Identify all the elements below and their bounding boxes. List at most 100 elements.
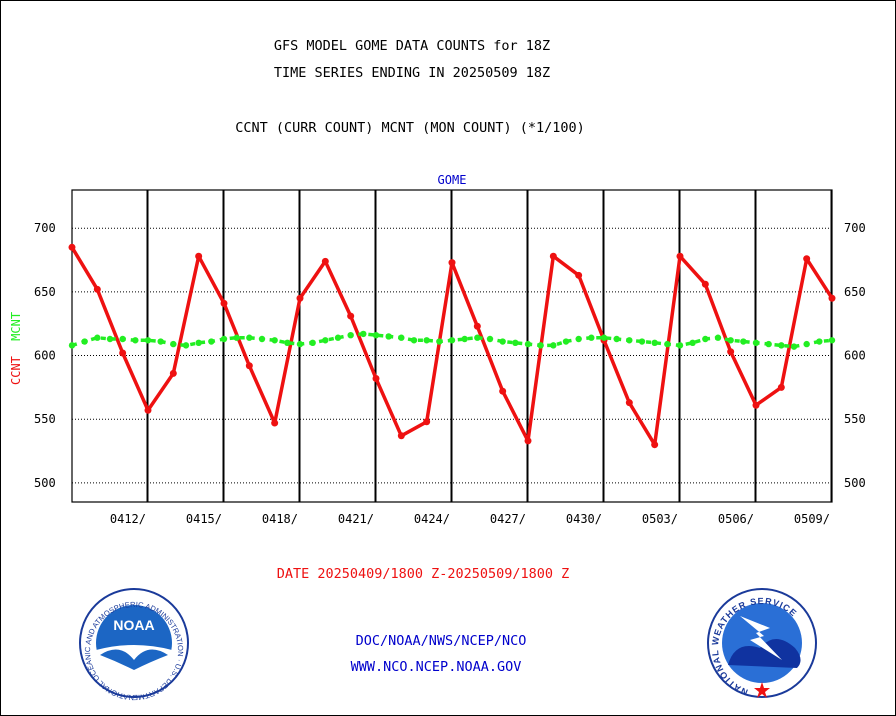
data-point-mcnt: [727, 337, 734, 344]
y-tick-label-left: 700: [34, 221, 56, 235]
data-point-ccnt: [549, 252, 557, 260]
data-point-mcnt: [828, 337, 836, 344]
data-point-mcnt: [132, 337, 139, 344]
data-point-ccnt: [93, 285, 101, 293]
plot-area: 500 500 550 550 600 600 650 650 700 700 0412/0415/…: [34, 189, 866, 526]
data-point-ccnt: [423, 418, 431, 426]
data-point-mcnt: [68, 342, 76, 349]
org-path-label: DOC/NOAA/NWS/NCEP/NCO: [356, 633, 527, 649]
data-point-mcnt: [208, 338, 215, 345]
data-point-mcnt: [714, 334, 722, 341]
data-point-ccnt: [701, 280, 709, 288]
data-point-mcnt: [626, 337, 633, 344]
data-point-mcnt: [334, 334, 342, 341]
x-tick-label: 0427/: [490, 512, 526, 526]
x-tick-label: 0412/: [110, 512, 146, 526]
data-point-ccnt: [296, 294, 304, 302]
data-point-mcnt: [398, 334, 405, 341]
data-point-ccnt: [271, 419, 279, 427]
data-point-mcnt: [448, 337, 456, 344]
data-point-mcnt: [638, 338, 646, 345]
data-point-mcnt: [220, 335, 228, 343]
data-point-mcnt: [600, 334, 608, 341]
chart-title-line1: GFS MODEL GOME DATA COUNTS for 18Z: [274, 38, 550, 54]
y-tick-label-left: 550: [34, 412, 56, 426]
data-point-ccnt: [144, 406, 152, 414]
data-point-mcnt: [436, 338, 443, 345]
data-point-mcnt: [119, 335, 126, 343]
data-point-mcnt: [537, 342, 544, 349]
data-point-mcnt: [613, 335, 620, 343]
data-point-mcnt: [410, 337, 418, 344]
data-point-mcnt: [195, 339, 202, 347]
data-point-ccnt: [575, 271, 583, 279]
data-point-ccnt: [68, 243, 76, 251]
data-point-ccnt: [752, 401, 760, 409]
data-point-ccnt: [119, 349, 127, 357]
data-point-mcnt: [385, 333, 392, 340]
data-point-mcnt: [360, 330, 367, 338]
data-point-mcnt: [689, 339, 696, 347]
data-point-mcnt: [499, 338, 506, 345]
data-point-mcnt: [372, 331, 380, 339]
data-point-mcnt: [562, 338, 570, 345]
data-point-mcnt: [347, 331, 354, 339]
x-tick-label: 0418/: [262, 512, 298, 526]
data-point-mcnt: [676, 342, 684, 349]
data-point-mcnt: [284, 339, 291, 347]
data-point-mcnt: [486, 335, 494, 343]
data-point-mcnt: [182, 342, 190, 349]
y-tick-label-left: 600: [34, 349, 56, 363]
chart-title-line2: TIME SERIES ENDING IN 20250509 18Z: [274, 65, 550, 81]
x-tick-label: 0415/: [186, 512, 222, 526]
nws-logo: NATIONAL WEATHER SERVICE: [707, 588, 817, 698]
y-tick-label-right: 550: [844, 412, 866, 426]
noaa-logo: NOAA NATIONAL OCEANIC AND ATMOSPHERIC AD…: [0, 0, 189, 702]
data-point-ccnt: [245, 362, 253, 370]
data-point-mcnt: [271, 337, 278, 344]
y-axis-label: CCNT MCNT: [9, 312, 23, 385]
panel-label: GOME: [438, 173, 467, 187]
data-point-mcnt: [144, 337, 152, 344]
y-tick-label-right: 650: [844, 285, 866, 299]
data-point-mcnt: [702, 335, 709, 343]
data-point-mcnt: [651, 339, 658, 347]
svg-text:NOAA: NOAA: [113, 617, 154, 633]
x-tick-label: 0506/: [718, 512, 754, 526]
data-point-mcnt: [778, 342, 785, 349]
x-tick-label: 0424/: [414, 512, 450, 526]
data-point-mcnt: [740, 338, 747, 345]
chart-subtitle: CCNT (CURR COUNT) MCNT (MON COUNT) (*1/1…: [235, 120, 585, 136]
y-tick-label-right: 600: [844, 349, 866, 363]
data-point-ccnt: [651, 441, 659, 449]
data-point-mcnt: [246, 334, 253, 341]
data-point-mcnt: [106, 335, 114, 343]
date-range-label: DATE 20250409/1800 Z-20250509/1800 Z: [277, 566, 570, 582]
y-tick-label-left: 500: [34, 476, 56, 490]
data-point-ccnt: [524, 437, 532, 445]
data-point-ccnt: [625, 399, 633, 407]
data-point-ccnt: [220, 299, 228, 307]
data-point-mcnt: [322, 337, 329, 344]
data-point-ccnt: [169, 369, 177, 377]
data-point-mcnt: [575, 335, 582, 343]
data-point-mcnt: [524, 340, 532, 348]
data-point-ccnt: [195, 252, 203, 260]
x-tick-label: 0421/: [338, 512, 374, 526]
y-label-ccnt: CCNT: [9, 356, 23, 385]
data-point-mcnt: [157, 338, 164, 345]
data-point-ccnt: [321, 257, 329, 265]
website-link[interactable]: WWW.NCO.NCEP.NOAA.GOV: [351, 659, 522, 675]
data-point-mcnt: [258, 335, 266, 343]
data-point-mcnt: [309, 339, 316, 347]
data-point-mcnt: [790, 343, 798, 350]
data-point-mcnt: [803, 340, 810, 348]
data-point-mcnt: [816, 338, 823, 345]
data-point-mcnt: [588, 334, 595, 341]
x-tick-label: 0503/: [642, 512, 678, 526]
data-point-mcnt: [296, 340, 304, 348]
y-tick-label-right: 700: [844, 221, 866, 235]
data-point-ccnt: [499, 387, 507, 395]
data-point-mcnt: [512, 339, 519, 347]
